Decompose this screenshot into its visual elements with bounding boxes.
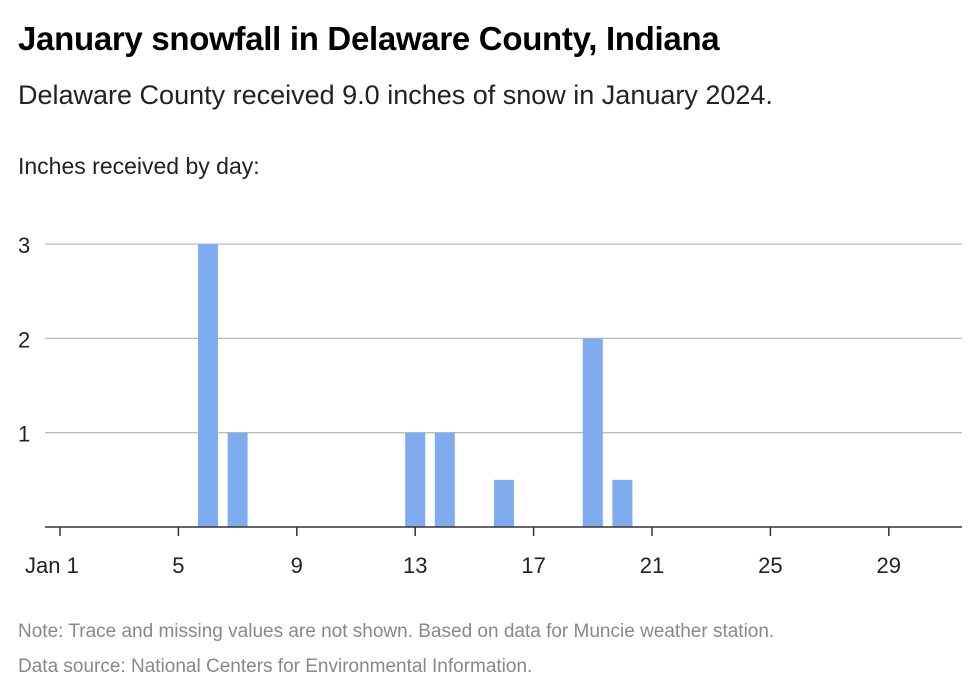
snowfall-bar-chart: 1 2 3 Jan 1 5 9 13 17 21 25 29 xyxy=(18,233,962,578)
bar-day-7 xyxy=(227,432,248,527)
bar-day-6 xyxy=(198,244,218,527)
chart-subtitle: Delaware County received 9.0 inches of s… xyxy=(18,80,773,110)
x-tick-label: 17 xyxy=(521,553,545,578)
y-tick-label: 1 xyxy=(18,422,30,447)
bar-day-19 xyxy=(582,338,603,527)
y-tick-label: 3 xyxy=(18,233,30,258)
y-axis-ticks: 1 2 3 xyxy=(18,233,30,447)
bar-day-14 xyxy=(434,432,455,527)
x-tick-label: 25 xyxy=(758,553,782,578)
x-axis-ticks: Jan 1 5 9 13 17 21 25 29 xyxy=(25,527,901,578)
chart-note: Note: Trace and missing values are not s… xyxy=(18,621,775,642)
x-tick-label: 29 xyxy=(877,553,901,578)
gridlines xyxy=(45,243,962,434)
bar-day-13 xyxy=(405,432,426,527)
x-tick-label: 9 xyxy=(291,553,303,578)
x-tick-label: 5 xyxy=(172,553,184,578)
bar-day-20 xyxy=(612,479,633,527)
bar-day-16 xyxy=(494,479,514,527)
bars xyxy=(198,244,633,527)
chart-title: January snowfall in Delaware County, Ind… xyxy=(18,20,720,57)
x-tick-label: 13 xyxy=(403,553,427,578)
y-tick-label: 2 xyxy=(18,327,30,352)
x-tick-label: Jan 1 xyxy=(25,553,79,578)
y-axis-caption: Inches received by day: xyxy=(18,153,260,179)
x-tick-label: 21 xyxy=(640,553,664,578)
data-source: Data source: National Centers for Enviro… xyxy=(18,656,533,677)
